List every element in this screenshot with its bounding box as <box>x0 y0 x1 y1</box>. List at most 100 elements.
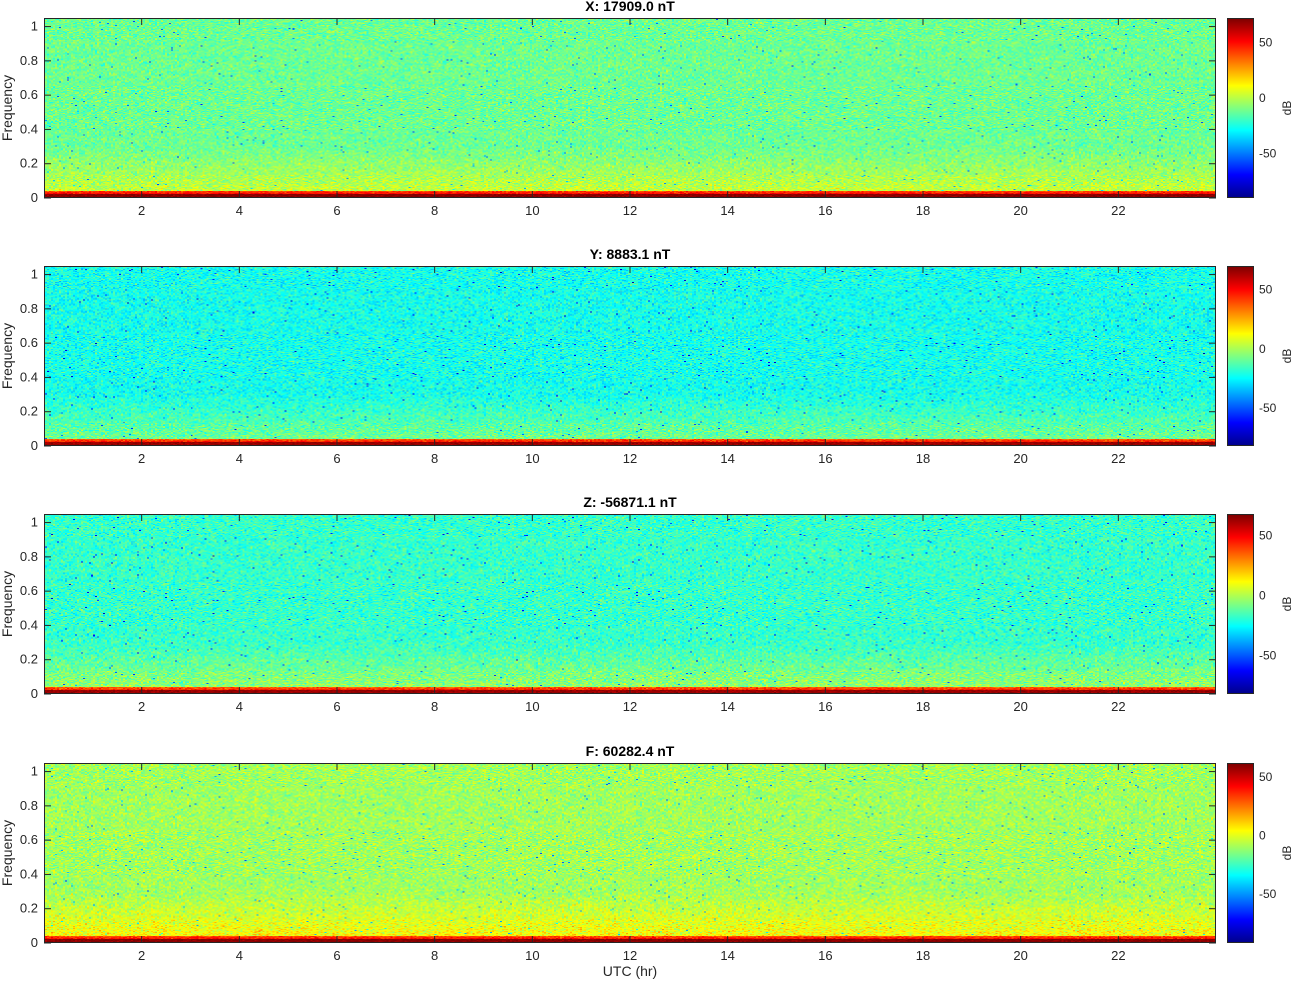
colorbar-tick-label: 50 <box>1259 529 1273 543</box>
x-tick-label: 12 <box>623 451 637 466</box>
x-tick-label: 12 <box>623 948 637 963</box>
axes-ticks: 2 4 6 8 10 12 14 16 18 20 22 0 0.2 0.4 0.6 0.8 1 -50 0 50 <box>20 266 1277 466</box>
x-tick-label: 20 <box>1013 203 1027 218</box>
x-axis-label: UTC (hr) <box>602 963 658 979</box>
spectrogram-heatmap <box>45 267 1215 445</box>
colorbar-label: dB <box>1280 596 1294 612</box>
spectrogram-heatmap <box>45 515 1215 693</box>
colorbar-label: dB <box>1280 348 1294 364</box>
colorbar-tick-label: 0 <box>1259 91 1266 105</box>
x-tick-label: 4 <box>236 948 243 963</box>
axes-ticks: 2 4 6 8 10 12 14 16 18 20 22 0 0.2 0.4 0.6 0.8 1 -50 0 50 <box>20 514 1277 714</box>
spectrogram-image <box>44 514 1216 694</box>
colorbar-tick-label: -50 <box>1259 147 1277 161</box>
x-tick-label: 20 <box>1013 699 1027 714</box>
x-tick-label: 20 <box>1013 948 1027 963</box>
colorbar-tick-label: 0 <box>1259 342 1266 356</box>
colorbar <box>1227 763 1254 943</box>
y-tick-label: 0 <box>31 438 38 453</box>
y-tick-label: 0 <box>31 935 38 950</box>
x-tick-label: 2 <box>138 451 145 466</box>
colorbar <box>1227 266 1254 446</box>
x-tick-label: 2 <box>138 699 145 714</box>
x-tick-label: 20 <box>1013 451 1027 466</box>
x-tick-label: 22 <box>1111 451 1125 466</box>
x-tick-label: 4 <box>236 451 243 466</box>
colorbar <box>1227 514 1254 694</box>
panel-title: F: 60282.4 nT <box>585 743 675 759</box>
spectrogram-heatmap <box>45 764 1215 942</box>
y-tick-label: 0.4 <box>20 617 38 632</box>
colorbar-tick-label: -50 <box>1259 401 1277 415</box>
x-tick-label: 6 <box>333 451 340 466</box>
colorbar-label: dB <box>1280 845 1294 861</box>
x-tick-label: 18 <box>916 699 930 714</box>
y-tick-label: 0.8 <box>20 549 38 564</box>
y-tick-label: 0.6 <box>20 87 38 102</box>
x-tick-label: 12 <box>623 699 637 714</box>
y-tick-label: 0.6 <box>20 583 38 598</box>
x-tick-label: 8 <box>431 948 438 963</box>
y-tick-label: 0.2 <box>20 404 38 419</box>
y-tick-label: 1 <box>31 19 38 34</box>
colorbar <box>1227 18 1254 198</box>
axes-ticks: 2 4 6 8 10 12 14 16 18 20 22 0 0.2 0.4 0.6 0.8 1 -50 0 50 <box>20 763 1277 963</box>
x-tick-label: 10 <box>525 699 539 714</box>
x-tick-label: 14 <box>720 699 734 714</box>
y-tick-label: 0 <box>31 190 38 205</box>
colorbar-tick-label: 0 <box>1259 828 1266 842</box>
x-tick-label: 18 <box>916 948 930 963</box>
x-tick-label: 16 <box>818 948 832 963</box>
x-tick-label: 10 <box>525 203 539 218</box>
spectrogram-image <box>44 18 1216 198</box>
colorbar-tick-label: 50 <box>1259 283 1273 297</box>
colorbar-tick-label: 0 <box>1259 589 1266 603</box>
x-tick-label: 2 <box>138 948 145 963</box>
x-tick-label: 18 <box>916 451 930 466</box>
panel-title: Y: 8883.1 nT <box>589 246 671 262</box>
x-tick-label: 16 <box>818 451 832 466</box>
x-tick-label: 16 <box>818 699 832 714</box>
colorbar-tick-label: 50 <box>1259 770 1273 784</box>
colorbar-tick-label: 50 <box>1259 35 1273 49</box>
y-tick-label: 0.4 <box>20 121 38 136</box>
spectrogram-heatmap <box>45 19 1215 197</box>
x-tick-label: 8 <box>431 699 438 714</box>
x-tick-label: 2 <box>138 203 145 218</box>
y-tick-label: 0.2 <box>20 901 38 916</box>
panel-title: Z: -56871.1 nT <box>583 494 677 510</box>
y-tick-label: 1 <box>31 764 38 779</box>
spectrogram-panel: X: 17909.0 nT 2 4 6 8 10 12 14 16 18 20 22 0 0.2 0.4 0.… <box>0 0 1297 245</box>
y-tick-label: 0.2 <box>20 652 38 667</box>
y-tick-label: 0 <box>31 686 38 701</box>
colorbar-tick-label: -50 <box>1259 887 1277 901</box>
spectrogram-image <box>44 266 1216 446</box>
spectrogram-panel: Z: -56871.1 nT 2 4 6 8 10 12 14 16 18 20 22 0 0.2 0.4 0… <box>0 494 1297 741</box>
x-tick-label: 6 <box>333 203 340 218</box>
y-axis-label: Frequency <box>0 322 15 390</box>
y-tick-label: 1 <box>31 267 38 282</box>
panel-title: X: 17909.0 nT <box>585 0 675 14</box>
x-tick-label: 22 <box>1111 948 1125 963</box>
x-tick-label: 8 <box>431 203 438 218</box>
x-tick-label: 22 <box>1111 203 1125 218</box>
x-tick-label: 6 <box>333 948 340 963</box>
x-tick-label: 16 <box>818 203 832 218</box>
y-axis-label: Frequency <box>0 570 15 638</box>
y-tick-label: 0.8 <box>20 301 38 316</box>
x-tick-label: 8 <box>431 451 438 466</box>
spectrogram-image <box>44 763 1216 943</box>
y-axis-label: Frequency <box>0 74 15 142</box>
x-tick-label: 14 <box>720 451 734 466</box>
x-tick-label: 18 <box>916 203 930 218</box>
spectrogram-panel: Y: 8883.1 nT 2 4 6 8 10 12 14 16 18 20 22 0 0.2 0.4 0.6… <box>0 246 1297 493</box>
y-tick-label: 1 <box>31 515 38 530</box>
x-tick-label: 14 <box>720 948 734 963</box>
colorbar-label: dB <box>1280 100 1294 116</box>
y-tick-label: 0.6 <box>20 335 38 350</box>
y-tick-label: 0.6 <box>20 832 38 847</box>
y-tick-label: 0.2 <box>20 156 38 171</box>
axes-ticks: 2 4 6 8 10 12 14 16 18 20 22 0 0.2 0.4 0.6 0.8 1 -50 0 50 <box>20 18 1277 218</box>
y-tick-label: 0.8 <box>20 798 38 813</box>
x-tick-label: 4 <box>236 203 243 218</box>
